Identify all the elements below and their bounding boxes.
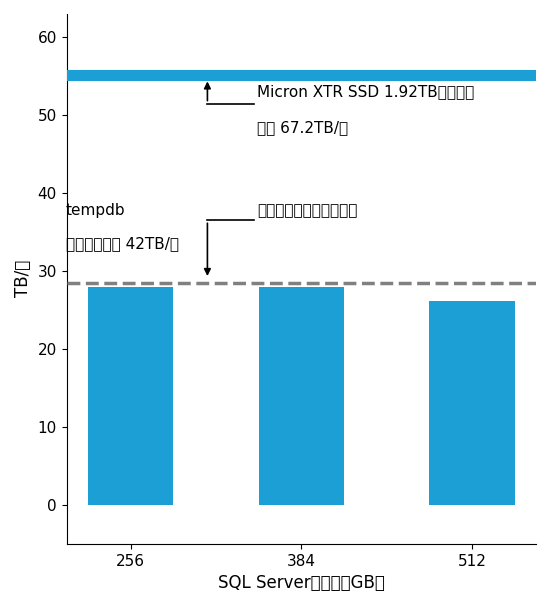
X-axis label: SQL Serverメモリ（GB）: SQL Serverメモリ（GB） bbox=[218, 574, 385, 592]
Y-axis label: TB/日: TB/日 bbox=[14, 260, 32, 298]
Text: 性： 67.2TB/日: 性： 67.2TB/日 bbox=[257, 120, 348, 135]
Text: ボリュームストレージの: ボリュームストレージの bbox=[257, 203, 358, 218]
Bar bbox=[430, 301, 515, 505]
Bar bbox=[258, 287, 344, 505]
Text: Micron XTR SSD 1.92TB定格耕久: Micron XTR SSD 1.92TB定格耕久 bbox=[257, 85, 474, 99]
Text: tempdb: tempdb bbox=[65, 203, 125, 218]
Text: 最低耕久性： 42TB/日: 最低耕久性： 42TB/日 bbox=[65, 236, 179, 251]
Bar bbox=[88, 287, 173, 505]
